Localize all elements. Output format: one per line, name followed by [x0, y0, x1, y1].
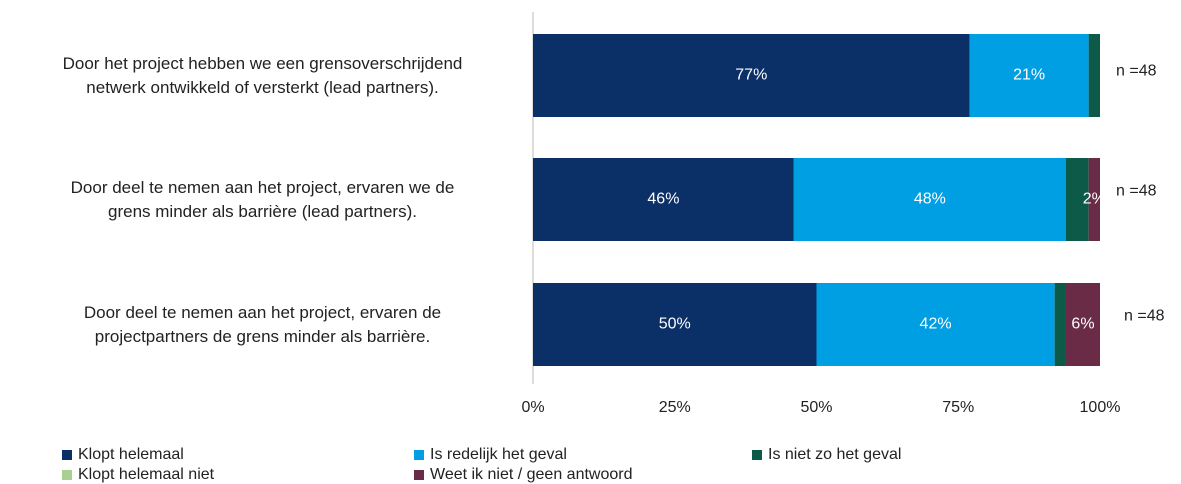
legend-label: Is redelijk het geval [430, 446, 567, 463]
bar-segment [533, 34, 970, 117]
x-tick-label: 100% [1080, 399, 1121, 416]
legend-label: Klopt helemaal [78, 446, 184, 463]
annotation: n =48 [1116, 183, 1157, 200]
bar-segment [1088, 158, 1100, 241]
x-tick-label: 25% [659, 399, 691, 416]
category-label: Door deel te nemen aan het project, erva… [83, 302, 442, 346]
bar-segment [533, 283, 817, 366]
legend-label: Weet ik niet / geen antwoord [430, 466, 633, 483]
annotation: n =48 [1124, 308, 1165, 325]
data-label: 46% [647, 191, 679, 208]
category-label: Door deel te nemen aan het project, erva… [70, 177, 455, 221]
data-label: 6% [1071, 316, 1094, 333]
legend-swatch [752, 450, 762, 460]
data-label: 2% [1083, 191, 1106, 208]
x-tick-label: 75% [942, 399, 974, 416]
legend-label: Klopt helemaal niet [78, 466, 215, 483]
data-label: 77% [735, 67, 767, 84]
bar-segment [816, 283, 1055, 366]
bar-segment [969, 34, 1089, 117]
bar-segment [793, 158, 1066, 241]
x-tick-label: 50% [800, 399, 832, 416]
data-label: 50% [659, 316, 691, 333]
bar-segment [1065, 283, 1100, 366]
legend-swatch [62, 450, 72, 460]
bar-segment [533, 158, 794, 241]
data-label: 42% [920, 316, 952, 333]
x-tick-label: 0% [521, 399, 544, 416]
annotation: n =48 [1116, 63, 1157, 80]
data-label: 21% [1013, 67, 1045, 84]
legend-label: Is niet zo het geval [768, 446, 901, 463]
bar-segment [1065, 158, 1089, 241]
bar-segment [1054, 283, 1066, 366]
bar-segment [1088, 34, 1100, 117]
legend-swatch [414, 470, 424, 480]
legend-swatch [414, 450, 424, 460]
category-label: Door het project hebben we een grensover… [62, 53, 463, 97]
data-label: 48% [914, 191, 946, 208]
legend-swatch [62, 470, 72, 480]
